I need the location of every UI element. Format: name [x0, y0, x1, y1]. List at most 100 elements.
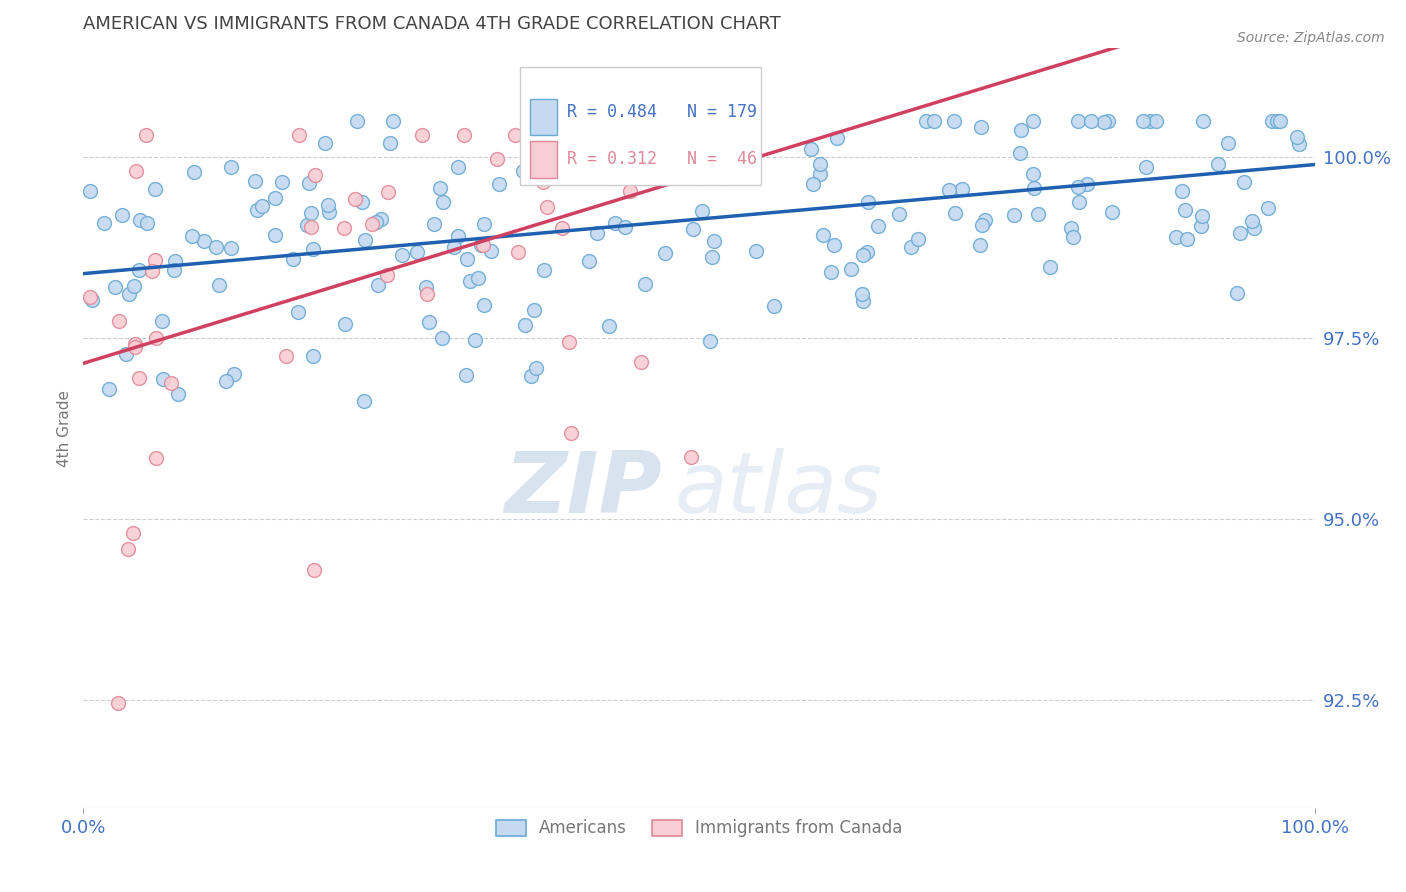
Point — [907, 232, 929, 246]
Text: Source: ZipAtlas.com: Source: ZipAtlas.com — [1237, 31, 1385, 45]
Point — [219, 241, 242, 255]
Point — [215, 374, 238, 388]
Point — [360, 217, 382, 231]
Point — [808, 156, 831, 170]
Point — [508, 244, 530, 259]
Point — [866, 219, 889, 233]
Point — [702, 250, 724, 264]
Point — [634, 277, 657, 291]
Point — [145, 450, 167, 465]
Point — [411, 128, 433, 143]
Point — [1135, 160, 1157, 174]
Point — [825, 131, 848, 145]
Point — [970, 218, 993, 232]
Point — [578, 128, 600, 143]
Point — [288, 128, 311, 143]
Point — [801, 178, 824, 192]
Point — [124, 340, 146, 354]
Point — [685, 171, 707, 186]
Point — [531, 175, 554, 189]
Point — [122, 278, 145, 293]
Point — [333, 317, 356, 331]
Point — [1243, 221, 1265, 235]
Point — [80, 293, 103, 307]
Point — [128, 262, 150, 277]
Point — [160, 376, 183, 390]
Point — [578, 254, 600, 268]
Point — [380, 136, 402, 151]
Text: R = 0.312   N =  46: R = 0.312 N = 46 — [567, 151, 758, 169]
Point — [302, 350, 325, 364]
Point — [352, 195, 374, 210]
Point — [654, 246, 676, 260]
Point — [1261, 113, 1284, 128]
Point — [472, 238, 495, 252]
Point — [1062, 230, 1084, 244]
Point — [93, 216, 115, 230]
Point — [456, 252, 478, 267]
Point — [145, 331, 167, 345]
Point — [406, 245, 429, 260]
Point — [619, 184, 641, 198]
Point — [415, 280, 437, 294]
Point — [128, 371, 150, 385]
Point — [318, 204, 340, 219]
Point — [117, 541, 139, 556]
Point — [970, 120, 993, 134]
Point — [382, 113, 405, 128]
Point — [703, 234, 725, 248]
Point — [1092, 115, 1115, 129]
Point — [79, 290, 101, 304]
Point — [135, 128, 157, 143]
Point — [135, 216, 157, 230]
Point — [107, 696, 129, 710]
Point — [523, 303, 546, 318]
Point — [219, 161, 242, 175]
Point — [346, 113, 368, 128]
Point — [1189, 219, 1212, 234]
Point — [679, 128, 702, 143]
Point — [1066, 180, 1088, 194]
Point — [299, 206, 322, 220]
Point — [536, 200, 558, 214]
Point — [938, 184, 960, 198]
Point — [520, 369, 543, 384]
Point — [124, 163, 146, 178]
FancyBboxPatch shape — [530, 99, 557, 136]
Point — [800, 142, 823, 156]
Point — [479, 244, 502, 258]
Point — [287, 304, 309, 318]
Point — [1216, 136, 1239, 151]
Point — [536, 128, 558, 143]
Point — [1010, 146, 1032, 161]
Point — [418, 315, 440, 329]
Point — [1139, 113, 1161, 128]
Point — [447, 161, 470, 175]
Point — [716, 120, 738, 135]
Point — [460, 274, 482, 288]
Point — [353, 393, 375, 408]
Point — [122, 525, 145, 540]
Point — [1010, 123, 1032, 137]
Text: AMERICAN VS IMMIGRANTS FROM CANADA 4TH GRADE CORRELATION CHART: AMERICAN VS IMMIGRANTS FROM CANADA 4TH G… — [83, 15, 782, 33]
Point — [1191, 209, 1213, 223]
Point — [1265, 113, 1288, 128]
Point — [301, 219, 323, 234]
Point — [598, 319, 620, 334]
Point — [333, 221, 356, 235]
Point — [605, 216, 627, 230]
Point — [193, 235, 215, 249]
Point — [1288, 136, 1310, 151]
Point — [1174, 202, 1197, 217]
Point — [614, 220, 637, 235]
Point — [270, 175, 292, 189]
Point — [741, 117, 763, 131]
Point — [114, 347, 136, 361]
Point — [813, 228, 835, 243]
Point — [183, 164, 205, 178]
Point — [1175, 232, 1198, 246]
Text: R = 0.484   N = 179: R = 0.484 N = 179 — [567, 103, 758, 121]
Point — [810, 167, 832, 181]
Point — [152, 371, 174, 385]
Point — [1144, 113, 1167, 128]
